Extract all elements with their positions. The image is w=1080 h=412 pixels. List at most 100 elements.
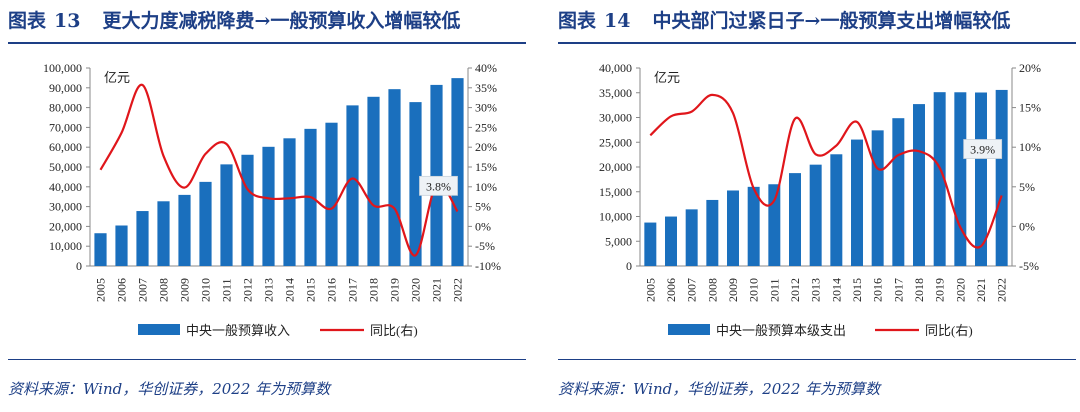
y-tick-label: 90,000 <box>49 81 82 95</box>
legend-bar-label: 中央一般预算收入 <box>186 323 290 338</box>
legend-bar-label: 中央一般预算本级支出 <box>716 323 846 338</box>
callout-box <box>419 175 458 196</box>
figure-title: 图表 14 中央部门过紧日子→一般预算支出增幅较低 <box>558 10 1011 32</box>
source-note: 资料来源：Wind，华创证券，2022 年为预算数 <box>558 380 881 398</box>
bar-2020 <box>954 92 967 266</box>
bar-2019 <box>933 92 946 266</box>
y-tick-label: 15,000 <box>599 185 632 199</box>
y-tick-label: 100,000 <box>43 61 82 75</box>
source-note: 资料来源：Wind，华创证券，2022 年为预算数 <box>8 380 331 398</box>
y-tick-label: 20,000 <box>49 219 82 233</box>
x-tick-label: 2011 <box>220 278 234 302</box>
y-tick-label: 20,000 <box>599 160 632 174</box>
y2-tick-label: 15% <box>1019 101 1041 115</box>
bar-2012 <box>789 173 801 266</box>
y-tick-label: 40,000 <box>49 180 82 194</box>
bar-2022 <box>451 78 464 266</box>
y-tick-label: 40,000 <box>599 61 632 75</box>
title-rule <box>558 42 1076 44</box>
x-tick-label: 2016 <box>325 278 339 302</box>
bar-2008 <box>706 199 719 266</box>
legend-bar-swatch <box>668 324 710 335</box>
legend-bar-swatch <box>138 324 180 335</box>
x-tick-label: 2007 <box>685 278 699 302</box>
panel-expenditure: 图表 14 中央部门过紧日子→一般预算支出增幅较低 0 5,000 10,000 15,0… <box>550 0 1080 412</box>
x-tick-label: 2022 <box>995 278 1009 302</box>
bar-2009 <box>178 194 191 266</box>
callout-box <box>963 139 1003 159</box>
y-tick-label: 10,000 <box>599 210 632 224</box>
y-tick-label: 70,000 <box>49 120 82 134</box>
bar-2013 <box>809 164 822 266</box>
bar-2010 <box>747 186 760 266</box>
x-tick-label: 2016 <box>871 278 885 302</box>
y-tick-label: 30,000 <box>49 200 82 214</box>
x-tick-label: 2012 <box>241 278 255 302</box>
unit-label: 亿元 <box>104 70 130 85</box>
yoy-line <box>99 83 459 257</box>
x-tick-label: 2022 <box>451 278 465 302</box>
x-tick-label: 2009 <box>178 278 192 302</box>
y2-tick-label: 10% <box>1019 140 1041 154</box>
bar-2020 <box>409 102 422 266</box>
x-tick-label: 2005 <box>94 278 108 302</box>
y2-tick-label: 30% <box>475 101 497 115</box>
y2-tick-label: 10% <box>475 180 497 194</box>
bar-2017 <box>346 105 359 266</box>
y2-tick-label: 15% <box>475 160 497 174</box>
x-tick-label: 2019 <box>388 278 402 302</box>
x-tick-label: 2014 <box>829 278 843 302</box>
title-rule <box>8 42 526 44</box>
source-rule <box>558 359 1076 360</box>
revenue-chart: 0 10,000 20,000 30,000 40,000 50,000 60,000 70,… <box>43 61 501 338</box>
x-tick-label: 2010 <box>747 278 761 302</box>
bar-2005 <box>94 233 107 266</box>
bar-2015 <box>851 139 863 266</box>
y2-tick-label: 0% <box>1019 219 1035 233</box>
bar-2008 <box>157 201 170 266</box>
bar-2016 <box>325 122 338 266</box>
x-tick-label: 2011 <box>767 278 781 302</box>
y2-tick-label: -5% <box>1019 259 1039 273</box>
y2-tick-label: 20% <box>475 140 497 154</box>
x-tick-label: 2010 <box>199 278 213 302</box>
y2-tick-label: 20% <box>1019 61 1041 75</box>
x-tick-label: 2008 <box>705 278 719 302</box>
x-tick-label: 2007 <box>136 278 150 302</box>
x-tick-label: 2013 <box>809 278 823 302</box>
bar-2017 <box>892 118 905 266</box>
legend-line-label: 同比(右) <box>370 323 418 338</box>
bar-2010 <box>199 181 212 266</box>
y-tick-label: 35,000 <box>599 86 632 100</box>
source-rule <box>8 359 526 360</box>
y2-tick-label: -5% <box>475 239 495 253</box>
bar-2018 <box>913 104 925 266</box>
bar-2013 <box>262 146 275 266</box>
bar-2006 <box>115 225 128 266</box>
bar-2014 <box>830 154 843 266</box>
y-tick-label: 30,000 <box>599 111 632 125</box>
x-tick-label: 2009 <box>726 278 740 302</box>
bar-2021 <box>430 84 443 266</box>
bar-2009 <box>727 190 739 266</box>
y2-tick-label: 0% <box>475 219 491 233</box>
y2-tick-label: -10% <box>475 259 501 273</box>
bar-2006 <box>665 216 677 266</box>
bar-2011 <box>220 164 233 266</box>
callout-label: 3.8% <box>426 179 451 193</box>
y2-tick-label: 5% <box>475 200 491 214</box>
bar-2021 <box>975 92 987 266</box>
y2-tick-label: 40% <box>475 61 497 75</box>
bar-2005 <box>644 222 657 266</box>
y2-tick-label: 25% <box>475 120 497 134</box>
unit-label: 亿元 <box>654 70 680 85</box>
x-tick-label: 2020 <box>409 278 423 302</box>
x-tick-label: 2006 <box>664 278 678 302</box>
bar-2007 <box>136 211 149 266</box>
x-tick-label: 2017 <box>891 278 905 302</box>
bar-2011 <box>768 184 781 266</box>
x-tick-label: 2005 <box>643 278 657 302</box>
x-tick-label: 2008 <box>157 278 171 302</box>
bar-2019 <box>388 89 401 266</box>
y-tick-label: 60,000 <box>49 140 82 154</box>
